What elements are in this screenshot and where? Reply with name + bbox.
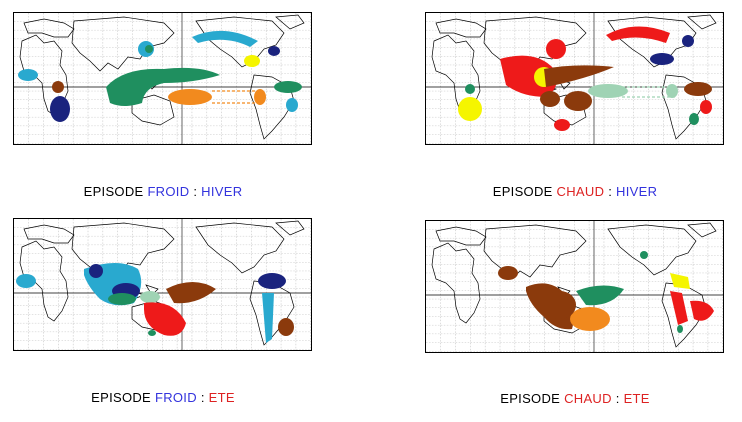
region-brown [564,91,592,111]
caption-phase: CHAUD [556,184,605,199]
region-green [576,285,624,306]
caption-froid-ete: EPISODE FROID : ETE [13,390,313,405]
region-cyan [262,293,274,343]
world-map [13,218,312,351]
map-svg [426,13,723,144]
region-red [700,100,712,114]
region-red [606,26,670,43]
region-dark-blue [258,273,286,289]
region-brown [52,81,64,93]
caption-chaud-ete: EPISODE CHAUD : ETE [425,391,725,406]
caption-episode: EPISODE [83,184,144,199]
region-dark-blue [268,46,280,56]
region-dark-blue [650,53,674,65]
caption-separator: : [200,390,205,405]
region-orange [254,89,266,105]
caption-episode: EPISODE [500,391,561,406]
caption-froid-hiver: EPISODE FROID : HIVER [13,184,313,199]
region-orange [168,89,212,105]
region-green [145,45,153,53]
region-green [148,330,156,336]
region-brown [166,282,216,304]
region-brown [684,82,712,96]
map-svg [426,221,723,352]
caption-phase: CHAUD [564,391,612,406]
region-green [106,67,220,106]
region-light-green [666,84,678,98]
region-red [554,119,570,131]
caption-season: ETE [208,390,235,405]
caption-season: HIVER [616,184,658,199]
region-green [108,293,136,305]
caption-season: ETE [623,391,650,406]
region-red [546,39,566,59]
caption-separator: : [608,184,613,199]
caption-separator: : [193,184,198,199]
region-orange [570,307,610,331]
region-brown [544,65,614,87]
region-red [690,300,714,321]
region-yellow [244,55,260,67]
region-light-green [588,84,628,98]
region-cyan [192,30,258,47]
region-cyan [286,98,298,112]
region-dark-blue [89,264,103,278]
caption-episode: EPISODE [492,184,553,199]
world-map [425,12,724,145]
caption-separator: : [615,391,620,406]
map-svg [14,219,311,350]
region-brown [540,91,560,107]
region-yellow [670,273,690,289]
region-brown [278,318,294,336]
region-cyan [16,274,36,288]
world-map [13,12,312,145]
map-svg [14,13,311,144]
caption-phase: FROID [154,390,197,405]
region-cyan [18,69,38,81]
region-brown [498,266,518,280]
region-light-green [140,291,160,303]
region-green [465,84,475,94]
caption-episode: EPISODE [91,390,152,405]
region-brown [544,291,576,319]
caption-season: HIVER [201,184,243,199]
region-green [689,113,699,125]
world-map [425,220,724,353]
region-yellow [458,97,482,121]
region-green [640,251,648,259]
caption-chaud-hiver: EPISODE CHAUD : HIVER [425,184,725,199]
region-green [274,81,302,93]
region-dark-blue [682,35,694,47]
region-red [670,291,688,325]
region-red [144,302,186,336]
caption-phase: FROID [147,184,190,199]
region-dark-blue [50,96,70,122]
region-green [677,325,683,333]
